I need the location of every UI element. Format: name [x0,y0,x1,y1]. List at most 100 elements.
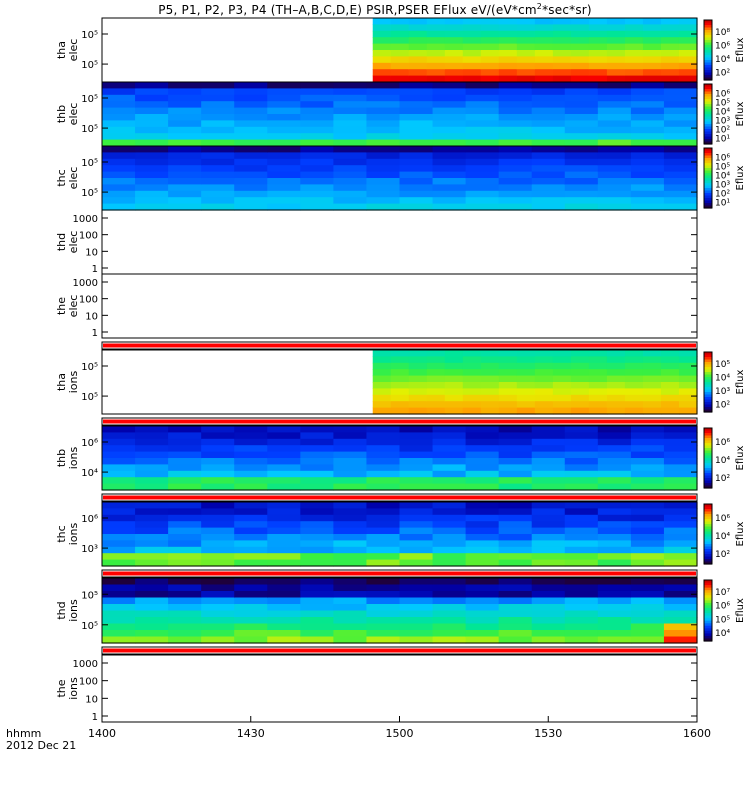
thc-elec-cell [366,184,401,192]
tha-ions-cell [606,401,626,409]
thb-elec-colorbar-swatch [704,109,712,113]
thc-ions-cell [168,553,202,561]
tha-elec-cell [570,62,590,70]
thc-elec-colorbar-swatch [704,200,712,204]
thc-ions-cell [564,527,599,535]
thc-ions-cell [630,527,665,535]
thc-ions-cell [498,521,533,529]
thc-ions-cell [597,553,632,561]
thb-ions-cell [366,438,401,446]
tha-elec-cell [516,50,536,57]
thd-ions-cell [432,610,467,618]
thd-ions-cell [366,636,401,644]
thb-ions-cell [333,483,368,491]
tha-ions-cell [606,350,626,357]
thc-ions-cell [630,521,665,529]
thb-ions-cell [201,470,235,478]
thc-elec-cell [234,190,268,198]
thb-ions-cell [333,451,368,459]
thb-elec-colorbar-swatch [704,89,712,93]
tha-elec-cell [624,18,644,25]
thb-ions-colorbar-swatch [704,453,712,457]
thd-ions-colorbar-swatch [704,587,712,591]
thc-ions-cell [102,508,136,516]
thb-ions-cell [267,483,301,491]
thb-ions-cell [465,445,500,453]
tha-ions-cell [408,382,428,389]
tha-elec-cell [570,43,590,51]
thc-elec-cell [333,190,368,198]
thc-elec-cell [432,178,467,185]
thd-ions-cell [300,617,334,625]
tha-elec-cell [480,75,500,83]
tha-ions-cell [660,394,680,402]
tha-elec-cell [480,43,500,51]
thb-elec-cell [267,133,301,141]
thb-ions-cell [399,432,434,440]
thb-ions-cell [201,432,235,440]
tha-elec-cell [444,75,464,83]
thb-elec-ytick-label: 10⁵ [81,124,98,135]
tha-elec-cell [552,37,572,45]
tha-ions-cell [588,350,608,357]
thd-ions-cell [300,610,334,618]
thb-ions-colorbar-swatch [704,440,712,444]
thb-elec-cell [267,120,301,128]
thb-elec-cell [498,94,533,102]
thb-ions-cell [465,451,500,459]
thc-ions-cell [630,534,665,541]
thb-elec-cell [498,139,533,147]
thb-ions-cell [333,432,368,440]
tha-elec-cell [660,56,680,64]
thb-ions-cell [432,483,467,491]
thb-elec-cell [234,82,268,89]
tha-elec-cell [498,75,518,83]
thb-ions-cell [333,464,368,472]
thc-ions-cell [465,540,500,548]
thb-elec-cell [333,94,368,102]
thc-elec-cell [597,146,632,153]
tha-ions-cell [480,382,500,389]
tha-elec-cell [606,69,626,77]
tha-ions-cell [390,388,410,396]
tha-elec-cell [678,50,698,57]
thb-elec-cell [366,107,401,115]
tha-elec-cell [660,50,680,57]
thc-elec-cell [234,146,268,153]
thc-elec-label-probe: thc [55,169,68,186]
tha-elec-cell [444,62,464,70]
thb-elec-cell [630,139,665,147]
thb-elec-cell [102,107,136,115]
thc-elec-cell [267,152,301,160]
thc-elec-cell [465,184,500,192]
thd-ions-cell [399,597,434,605]
thd-ions-cell [432,617,467,625]
thc-ions-cell [465,546,500,554]
thc-ions-colorbar-frame [703,503,713,565]
thb-elec-cell [465,101,500,109]
thb-elec-cell [102,120,136,128]
thb-elec-cell [168,88,202,96]
the-elec-ytick-label: 100 [79,295,98,306]
thc-ions-cell [663,559,698,567]
tha-elec-cell [642,62,662,70]
thb-ions-cell [168,464,202,472]
thc-ions-cell [366,553,401,561]
tha-ions-cell [588,394,608,402]
tha-ions-cell [588,407,608,415]
thc-elec-cell [531,152,566,160]
thb-elec-cell [597,107,632,115]
thc-ions-cell [432,546,467,554]
thb-elec-cell [366,101,401,109]
tha-ions-cell [516,375,536,383]
tha-elec-cell [498,18,518,25]
thb-ions-colorbar-swatch [704,463,712,467]
thb-elec-cell [498,82,533,89]
thb-elec-cell [201,82,235,89]
tha-elec-cell [642,43,662,51]
tha-ions-cell [498,362,518,370]
tha-ions-cell [372,356,392,364]
thd-ions-colorbar-swatch [704,595,712,599]
tha-ions-cell [660,362,680,370]
thd-ions-cell [432,630,467,638]
